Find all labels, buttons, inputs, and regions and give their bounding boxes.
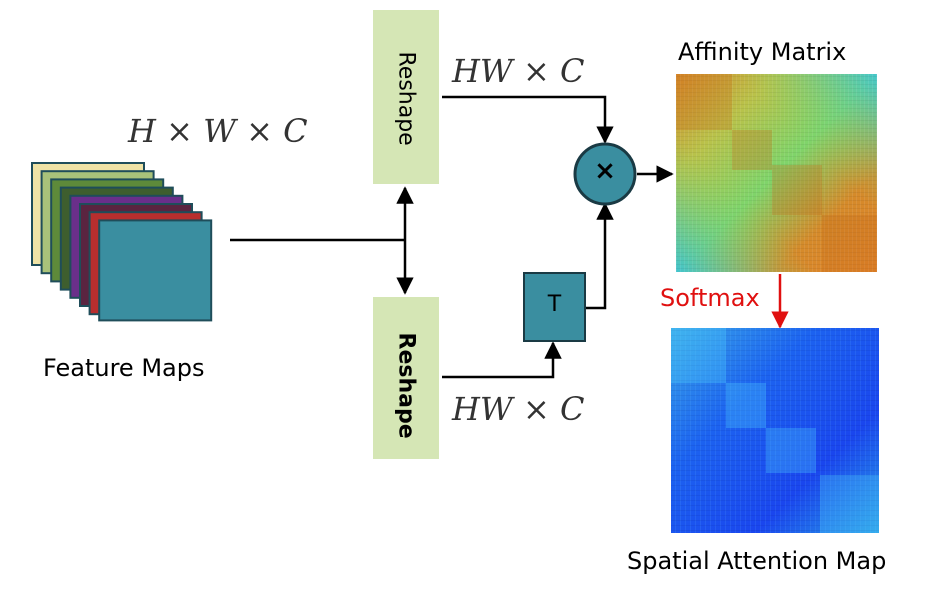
top-dim-c: C xyxy=(559,52,585,90)
bottom-dims-label: HW × C xyxy=(452,390,584,428)
spatial-attention-map-image xyxy=(671,328,879,533)
feature-map-layer xyxy=(98,219,213,322)
bottom-dim-op: × xyxy=(522,390,550,428)
affinity-matrix-image xyxy=(676,74,877,272)
transpose-label: T xyxy=(547,292,562,317)
multiply-circle-icon xyxy=(573,142,637,206)
arrow-transpose-to-multiply xyxy=(585,202,614,310)
spatial-attention-map-label: Spatial Attention Map xyxy=(627,547,887,575)
reshape-bottom-box xyxy=(373,297,439,459)
input-dims-label: H × W × C xyxy=(128,112,308,150)
connections xyxy=(230,95,674,379)
top-dims-label: HW × C xyxy=(452,52,584,90)
softmax-label: Softmax xyxy=(660,284,760,312)
reshape-top-label: Reshape xyxy=(393,51,419,146)
arrow-reshape-bottom-to-transpose xyxy=(442,341,562,379)
reshape-top-box xyxy=(373,10,439,184)
feature-maps-label: Feature Maps xyxy=(43,354,205,382)
input-dim-op1: × xyxy=(166,112,193,150)
feature-maps-stack xyxy=(31,162,213,322)
top-dim-hw: HW xyxy=(452,52,513,90)
transpose-box-icon xyxy=(523,272,586,342)
reshape-bottom-label: Reshape xyxy=(393,332,419,439)
arrow-reshape-top-to-multiply xyxy=(442,95,614,144)
input-dim-c: C xyxy=(283,112,308,150)
multiply-label: × xyxy=(594,156,616,186)
bottom-dim-hw: HW xyxy=(452,390,513,428)
top-dim-op: × xyxy=(522,52,550,90)
input-dim-h: H xyxy=(128,112,156,150)
bottom-dim-c: C xyxy=(559,390,585,428)
affinity-matrix-label: Affinity Matrix xyxy=(678,38,847,66)
input-dim-op2: × xyxy=(246,112,273,150)
input-dim-w: W xyxy=(203,112,236,150)
